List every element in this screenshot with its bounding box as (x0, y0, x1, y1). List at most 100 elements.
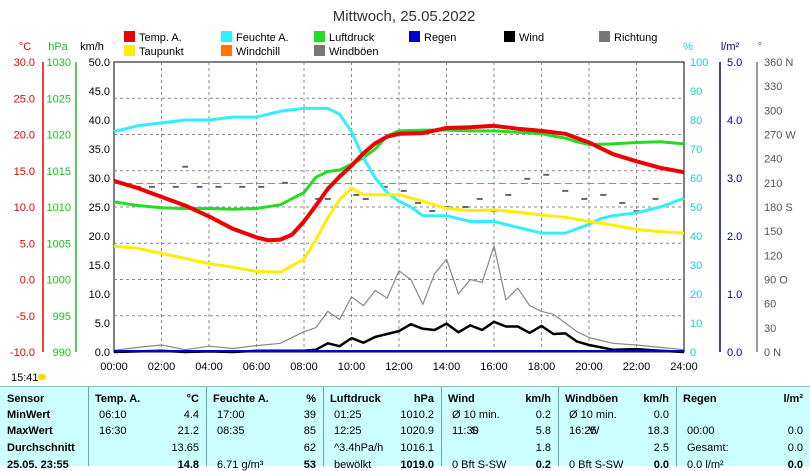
stats-cell-value: 1020.9 (400, 425, 434, 437)
x-tick-label: 12:00 (385, 361, 413, 373)
direction-point (462, 206, 469, 208)
rain-tick-label: 4.0 (727, 115, 742, 127)
humidity-tick-label: 10 (690, 318, 702, 330)
temp-tick-label: 15.0 (14, 166, 35, 178)
direction-point (400, 189, 407, 192)
legend-swatch (504, 31, 515, 42)
direction-point (415, 201, 421, 204)
stats-cell-time: 0.0 l/m² (687, 459, 724, 471)
direction-point (581, 197, 588, 200)
temp-tick-label: 20.0 (14, 130, 35, 142)
legend-swatch (599, 31, 610, 42)
stats-cell-value: 4.4 (183, 409, 199, 421)
x-tick-label: 24:00 (670, 361, 698, 373)
humidity-unit-label: % (683, 41, 693, 53)
humidity-tick-label: 100 (690, 57, 708, 69)
wind-tick-label: 45.0 (89, 86, 110, 98)
direction-tick-label: 120 (764, 250, 782, 262)
wind-tick-label: 35.0 (89, 144, 110, 156)
direction-point (619, 201, 626, 204)
stats-row-label: Durchschnitt (7, 442, 75, 454)
series-line-windb-en (113, 245, 685, 351)
legend-swatch (124, 45, 135, 56)
stats-cell-time: 16:30 (99, 425, 127, 437)
legend-swatch (124, 31, 135, 42)
series-line-luftdruck (113, 128, 685, 211)
stats-cell-value: 1.8 (535, 442, 551, 454)
legend-swatch (314, 31, 325, 42)
stats-cell-value: 1010.2 (400, 409, 434, 421)
legend-swatch (221, 45, 232, 56)
stats-cell-time: ^3.4hPa/h (334, 442, 384, 454)
direction-tick-label: 270 W (764, 130, 796, 142)
stats-cell-value: 14.8 (177, 459, 199, 471)
wind-tick-label: 25.0 (89, 202, 110, 214)
wind-unit-label: km/h (80, 41, 104, 53)
stats-cell-value: 0.0 (787, 442, 803, 454)
stats-cell-value: 0.2 (535, 459, 551, 471)
wind-tick-label: 15.0 (89, 260, 110, 272)
humidity-tick-label: 80 (690, 115, 702, 127)
stats-row-label: MinWert (7, 409, 51, 421)
stats-header-unit: km/h (525, 393, 551, 405)
wind-tick-label: 50.0 (89, 57, 110, 69)
pressure-unit-label: hPa (48, 41, 68, 53)
stats-cell-value: 18.3 (647, 425, 669, 437)
x-tick-label: 08:00 (290, 361, 318, 373)
stats-header-label: Regen (683, 393, 717, 405)
direction-tick-label: 30 (764, 323, 776, 335)
rain-tick-label: 5.0 (727, 57, 742, 69)
wind-tick-label: 40.0 (89, 115, 110, 127)
direction-point (381, 185, 388, 188)
x-tick-label: 02:00 (148, 361, 176, 373)
wind-tick-label: 20.0 (89, 231, 110, 243)
legend-item: Wind (504, 31, 544, 44)
stats-cell-direction: S (471, 425, 479, 437)
stats-column-rain: Regen l/m² 00:00 0.0 Gesamt: 0.0 0.0 l/m² 0.0 (676, 387, 810, 471)
legend-item: Luftdruck (314, 31, 374, 44)
stats-cell-time: Ø 10 min. (569, 409, 617, 421)
stats-row-label: 25.05. 23:55 (7, 459, 69, 471)
stats-column-gust: Windböen km/h Ø 10 min. 0.0 16:25 W 18.3 2.5 0 B… (558, 387, 677, 471)
direction-point (600, 193, 607, 196)
pressure-tick-label: 1005 (47, 238, 71, 250)
stats-cell-value: 0.0 (787, 425, 803, 437)
legend-label: Richtung (614, 32, 658, 44)
stats-header-unit: % (306, 393, 316, 405)
stats-cell-time: 12:25 (334, 425, 362, 437)
legend-label: Temp. A. (139, 32, 182, 44)
stats-column-humidity: Feuchte A.% 17:00 39 08:35 85 62 6.71 g/m³ 53 (206, 387, 324, 471)
stats-header-label: Temp. A. (95, 393, 141, 405)
stats-column-pressure: Luftdruck hPa 01:25 1010.2 12:25 1020.9 ^3.4hP… (323, 387, 442, 471)
stats-header-unit: hPa (413, 393, 434, 405)
rain-unit-label: l/m² (721, 41, 740, 53)
pressure-tick-label: 1030 (47, 57, 71, 69)
pressure-tick-label: 1015 (47, 166, 71, 178)
pressure-tick-label: 990 (53, 347, 71, 359)
series-layer (113, 106, 685, 354)
legend-swatch (409, 31, 420, 42)
wind-tick-label: 30.0 (89, 173, 110, 185)
stats-cell-value: 5.8 (535, 425, 551, 437)
temp-tick-label: 0.0 (20, 275, 35, 287)
direction-tick-label: 60 (764, 299, 776, 311)
direction-tick-label: 150 (764, 226, 782, 238)
pressure-tick-label: 995 (53, 311, 71, 323)
humidity-tick-label: 40 (690, 231, 702, 243)
pressure-tick-label: 1025 (47, 93, 71, 105)
rain-tick-label: 1.0 (727, 289, 742, 301)
direction-tick-label: 0 N (764, 347, 781, 359)
direction-point (149, 185, 155, 188)
stats-cell-value: 39 (303, 409, 316, 421)
stats-cell-value: 0.2 (535, 409, 551, 421)
weather-chart: Mittwoch, 25.05.2022 00:00 02:00 04:00 06:0… (10, 8, 796, 373)
stats-cell-value: 0.0 (653, 409, 669, 421)
temp-tick-label: 30.0 (14, 57, 35, 69)
legend-item: Regen (409, 31, 456, 44)
stats-panel: Sensor MinWert MaxWert Durchschnitt 25.05. 2… (0, 386, 810, 471)
stats-cell-value: 0.0 (653, 459, 669, 471)
series-line-feuchte-a (113, 106, 685, 235)
humidity-tick-label: 30 (690, 260, 702, 272)
stats-cell-value: 1019.0 (400, 459, 434, 471)
pressure-tick-label: 1010 (47, 202, 71, 214)
